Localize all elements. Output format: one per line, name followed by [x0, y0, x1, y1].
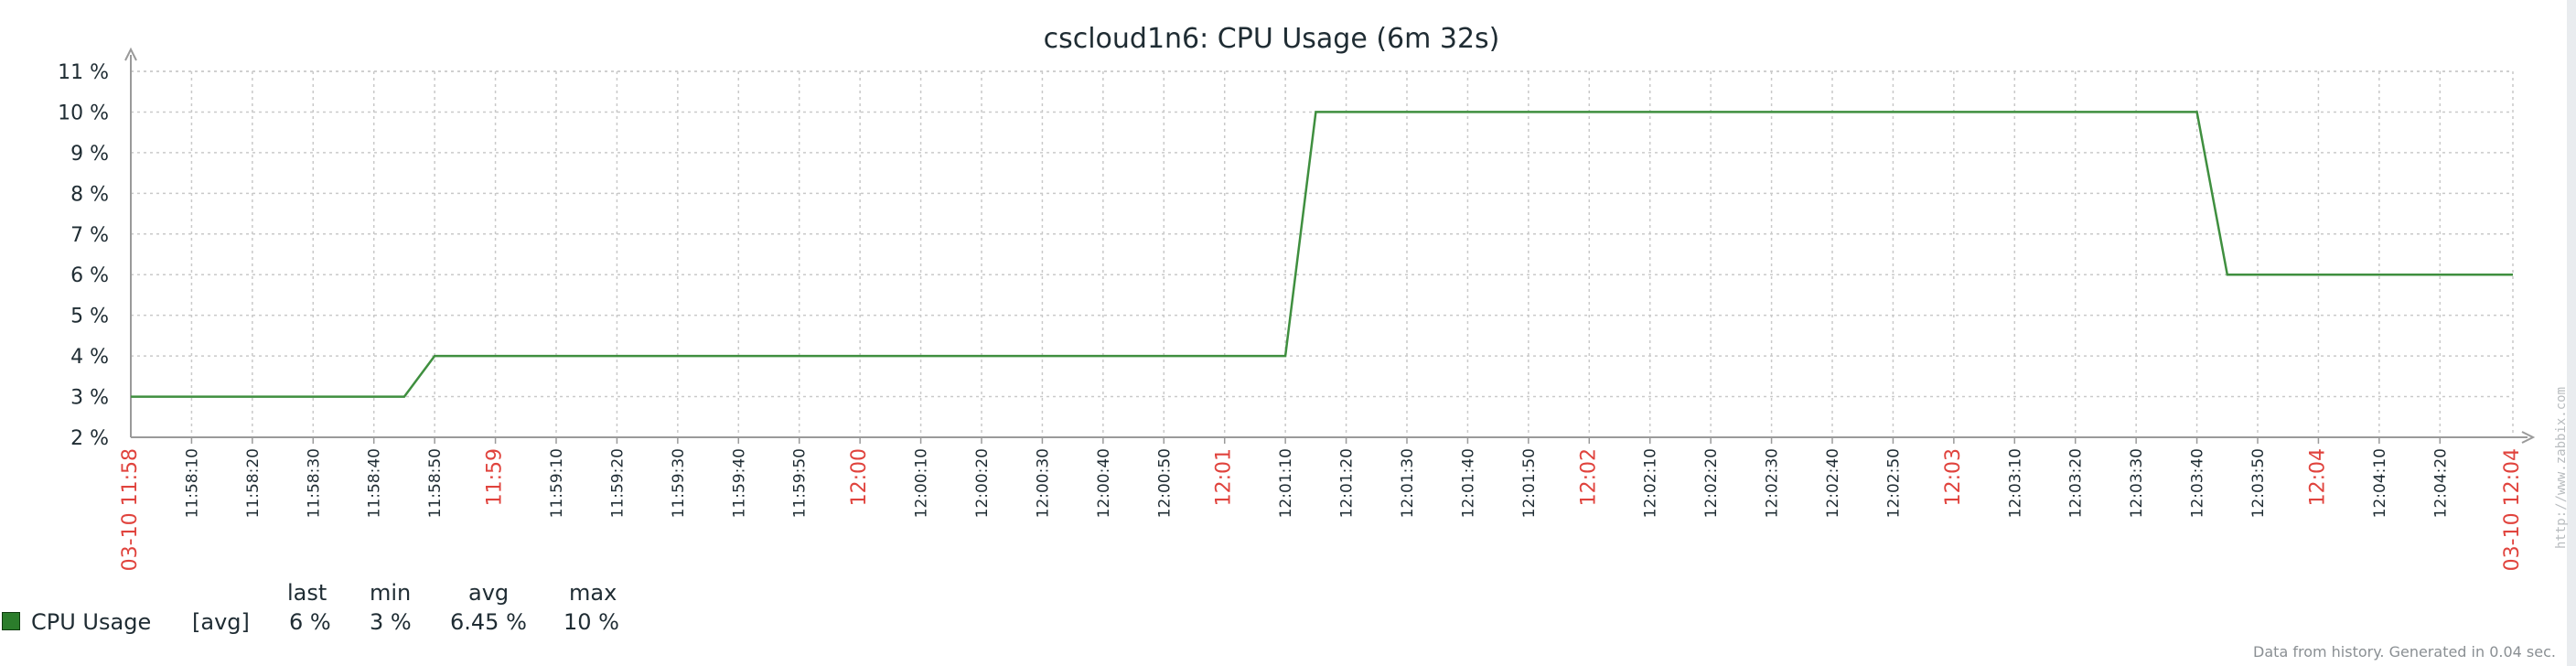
x-tick-label: 12:03:10: [2006, 448, 2024, 518]
y-tick-label: 2 %: [70, 427, 109, 450]
y-axis-arrow: [124, 47, 137, 61]
x-tick-label: 11:58:20: [244, 448, 263, 518]
x-tick-label: 12:03:20: [2067, 448, 2086, 518]
y-tick-label: 9 %: [70, 143, 109, 166]
legend-header-last: last: [287, 580, 327, 606]
series-line-cpu-usage: [131, 111, 2513, 398]
x-axis-arrow: [2521, 431, 2536, 444]
x-tick-label: 12:00:50: [1155, 448, 1174, 518]
legend-series-function: [avg]: [192, 609, 250, 635]
x-tick-label: 11:59:40: [730, 448, 748, 518]
x-range-label: 03-10 12:04: [2501, 448, 2524, 571]
x-tick-label: 12:01:30: [1399, 448, 1417, 518]
x-tick-label: 12:02:20: [1702, 448, 1721, 518]
x-tick-label: 11:59:50: [791, 448, 810, 518]
x-range-label: 03-10 11:58: [119, 448, 142, 571]
chart-title: cscloud1n6: CPU Usage (6m 32s): [1044, 23, 1500, 55]
x-tick-label: 12:03:50: [2249, 448, 2268, 518]
y-tick-label: 8 %: [70, 183, 109, 206]
x-tick-label: 12:03: [1942, 448, 1965, 506]
x-tick-label: 11:59: [484, 448, 507, 506]
x-tick-label: 12:04: [2306, 448, 2329, 506]
y-tick-label: 10 %: [58, 102, 109, 124]
zabbix-watermark: http://www.zabbix.com: [2554, 386, 2569, 549]
x-tick-label: 12:01:20: [1338, 448, 1357, 518]
x-tick-label: 11:59:30: [670, 448, 688, 518]
x-tick-labels: 11:58:10 11:58:20 11:58:30 11:58:40 11:58:50…: [119, 448, 2524, 571]
x-tick-label: 12:04:10: [2371, 448, 2389, 518]
legend: last min avg max CPU Usage [avg] 6 % 3 %…: [0, 580, 695, 644]
x-tick-label: 12:03:40: [2189, 448, 2207, 518]
x-tick-label: 11:59:10: [548, 448, 566, 518]
axis-layer: [124, 47, 2536, 444]
x-tick-label: 12:00:40: [1095, 448, 1113, 518]
x-tick-label: 12:03:30: [2128, 448, 2146, 518]
y-tick-label: 11 %: [58, 61, 109, 84]
series-layer: [131, 111, 2513, 398]
x-tick-label: 12:00:10: [913, 448, 931, 518]
legend-avg-value: 6.45 %: [450, 609, 527, 635]
x-tick-label: 12:02: [1577, 448, 1600, 506]
x-tick-label: 12:02:40: [1824, 448, 1842, 518]
legend-max-value: 10 %: [564, 609, 619, 635]
legend-last-value: 6 %: [289, 609, 331, 635]
y-tick-label: 5 %: [70, 306, 109, 328]
legend-min-value: 3 %: [370, 609, 412, 635]
y-tick-label: 3 %: [70, 387, 109, 410]
x-tick-label: 12:00:30: [1034, 448, 1052, 518]
x-tick-label: 12:01:50: [1520, 448, 1539, 518]
y-tick-labels: 2 % 3 % 4 % 5 % 6 % 7 % 8 % 9 % 10 % 11 %: [58, 61, 109, 450]
x-tick-label: 12:01: [1213, 448, 1236, 506]
x-tick-label: 12:04:20: [2431, 448, 2450, 518]
x-tick-label: 12:00:20: [973, 448, 992, 518]
footer-note: Data from history. Generated in 0.04 sec…: [2253, 643, 2556, 661]
x-tick-label: 12:01:40: [1459, 448, 1477, 518]
x-tick-label: 11:58:10: [183, 448, 201, 518]
x-tick-label: 11:58:40: [366, 448, 384, 518]
y-tick-label: 6 %: [70, 264, 109, 287]
legend-series-name: CPU Usage: [31, 609, 152, 635]
x-tick-label: 12:00: [848, 448, 871, 506]
legend-header-avg: avg: [468, 580, 510, 606]
y-tick-label: 7 %: [70, 224, 109, 247]
x-tick-label: 12:01:10: [1277, 448, 1295, 518]
legend-color-swatch: [2, 612, 20, 630]
x-tick-label: 11:58:30: [305, 448, 323, 518]
y-tick-label: 4 %: [70, 346, 109, 369]
x-tick-label: 12:02:30: [1764, 448, 1782, 518]
legend-header-max: max: [569, 580, 617, 606]
x-tick-label: 11:58:50: [426, 448, 445, 518]
x-tick-label: 12:02:50: [1884, 448, 1903, 518]
legend-header-min: min: [370, 580, 412, 606]
x-tick-label: 12:02:10: [1642, 448, 1660, 518]
x-tick-label: 11:59:20: [608, 448, 627, 518]
grid-layer: [131, 70, 2514, 437]
